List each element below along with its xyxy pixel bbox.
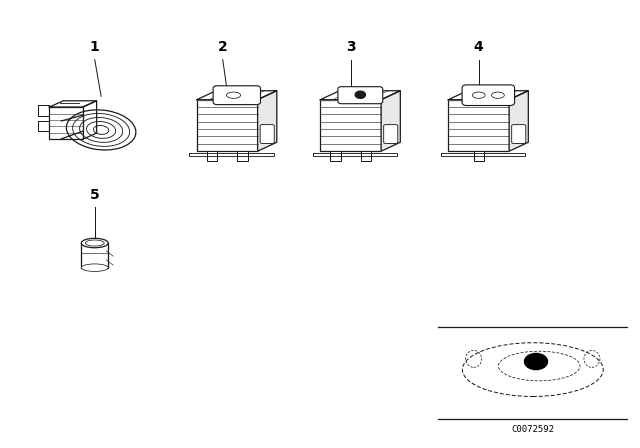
Polygon shape [440,153,525,155]
FancyBboxPatch shape [260,125,275,143]
Polygon shape [381,90,401,151]
Bar [207,151,217,161]
Polygon shape [257,90,277,151]
Polygon shape [189,153,274,155]
Polygon shape [197,90,277,99]
Bar [81,243,108,267]
Bar [237,151,248,161]
Polygon shape [321,90,401,99]
Text: 1: 1 [90,40,100,54]
Circle shape [355,91,365,98]
Bar [361,151,371,161]
FancyBboxPatch shape [462,85,515,105]
Text: 2: 2 [218,40,228,54]
Polygon shape [313,153,397,155]
Bar [330,151,340,161]
FancyBboxPatch shape [213,86,260,104]
Text: 4: 4 [474,40,484,54]
FancyBboxPatch shape [384,125,398,143]
Polygon shape [448,90,529,99]
Text: 3: 3 [346,40,356,54]
FancyBboxPatch shape [512,125,526,143]
Circle shape [525,353,548,370]
Bar [197,100,258,151]
FancyBboxPatch shape [338,86,383,104]
Bar [49,107,83,139]
Bar [448,100,509,151]
Ellipse shape [81,238,108,248]
Bar [474,151,484,161]
Polygon shape [509,90,529,151]
Text: 5: 5 [90,188,100,202]
Text: C0072592: C0072592 [511,425,554,434]
Ellipse shape [81,264,108,271]
Bar [321,100,381,151]
